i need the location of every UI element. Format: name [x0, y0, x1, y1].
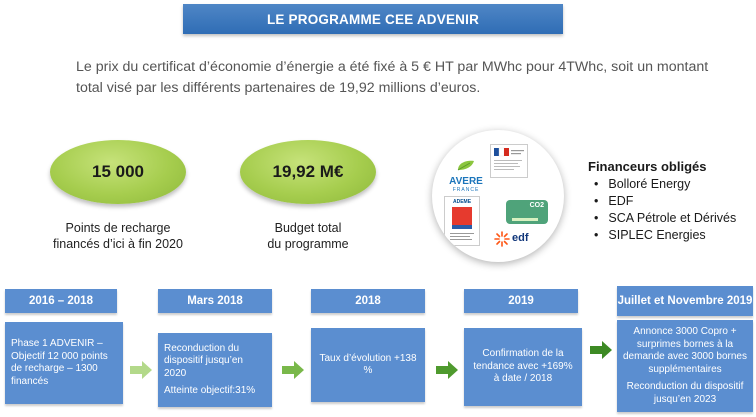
ademe-logo: ADEME: [444, 196, 480, 246]
timeline-desc-text: Annonce 3000 Copro + surprimes bornes à …: [623, 326, 747, 375]
co2-logo: CO2: [506, 200, 548, 224]
timeline-desc-text: Reconduction du dispositif jusqu’en 2020: [164, 342, 243, 379]
edf-name: edf: [512, 232, 529, 244]
timeline-arrow-4-icon: [590, 341, 612, 359]
kpi-budget: 19,92 M€: [240, 140, 376, 204]
kpi-charging-points-label: Points de recharge financés d’ici à fin …: [30, 220, 206, 252]
ademe-name: ADEME: [452, 199, 472, 205]
financeurs-list: Bolloré Energy EDF SCA Pétrole et Dérivé…: [594, 176, 736, 244]
financeurs-title: Financeurs obligés: [588, 159, 707, 174]
edf-logo: edf: [492, 230, 538, 248]
timeline-desc-text: Confirmation de la tendance avec +169% à…: [473, 348, 573, 385]
timeline-desc-5: Annonce 3000 Copro + surprimes bornes à …: [617, 320, 753, 412]
avere-sub: FRANCE: [452, 187, 480, 193]
timeline-arrow-1-icon: [130, 361, 152, 379]
republique-logo: [490, 144, 528, 178]
kpi-value: 19,92 M€: [272, 162, 344, 181]
kpi-label-line: Budget total: [274, 221, 342, 235]
kpi-charging-points: 15 000: [50, 140, 186, 204]
timeline-desc-text: Atteinte objectif:31%: [164, 385, 256, 396]
timeline-arrow-2-icon: [282, 361, 304, 379]
republique-flag-icon: [494, 147, 524, 170]
list-item: Bolloré Energy: [594, 176, 736, 193]
kpi-budget-label: Budget total du programme: [225, 220, 391, 252]
timeline-year-1: 2016 – 2018: [5, 289, 117, 313]
timeline-desc-text: Taux d’évolution +138 %: [319, 352, 417, 377]
partner-logos: AVERE FRANCE ADEME CO2: [432, 130, 564, 262]
avere-logo: AVERE FRANCE: [444, 158, 488, 193]
timeline-year-5: Juillet et Novembre 2019: [617, 286, 753, 316]
list-item: SCA Pétrole et Dérivés: [594, 210, 736, 227]
avere-name: AVERE: [449, 176, 483, 187]
timeline-year-3: 2018: [311, 289, 425, 313]
ademe-emblem-icon: [450, 207, 474, 240]
intro-text: Le prix du certificat d’économie d’énerg…: [76, 59, 709, 96]
timeline-desc-2: Reconduction du dispositif jusqu’en 2020…: [158, 333, 272, 407]
timeline-year-2: Mars 2018: [158, 289, 272, 313]
timeline-desc-4: Confirmation de la tendance avec +169% à…: [464, 328, 582, 406]
page-title: LE PROGRAMME CEE ADVENIR: [266, 11, 480, 27]
kpi-label-line: Points de recharge: [65, 221, 171, 235]
list-item: SIPLEC Energies: [594, 227, 736, 244]
kpi-label-line: du programme: [267, 237, 349, 251]
co2-label: CO2: [529, 202, 544, 209]
timeline-year-4: 2019: [464, 289, 578, 313]
edf-sun-icon: [494, 231, 510, 247]
list-item: EDF: [594, 193, 736, 210]
timeline-desc-1: Phase 1 ADVENIR – Objectif 12 000 points…: [5, 322, 123, 404]
kpi-value: 15 000: [92, 162, 144, 181]
kpi-label-line: financés d’ici à fin 2020: [53, 237, 183, 251]
avere-leaf-icon: [457, 160, 474, 171]
title-banner: LE PROGRAMME CEE ADVENIR: [183, 4, 563, 34]
timeline-arrow-3-icon: [436, 361, 458, 379]
timeline-desc-text: Reconduction du dispositif jusqu’en 2023: [626, 381, 744, 405]
timeline-desc-3: Taux d’évolution +138 %: [311, 328, 425, 402]
timeline-desc-text: Phase 1 ADVENIR – Objectif 12 000 points…: [11, 338, 108, 387]
